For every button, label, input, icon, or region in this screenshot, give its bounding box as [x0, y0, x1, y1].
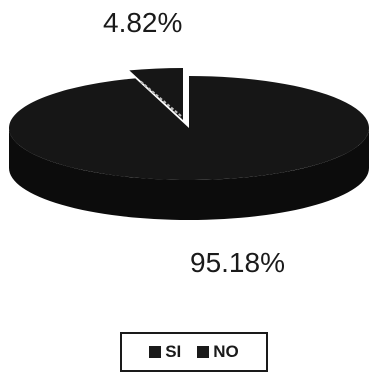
- legend-item-no: NO: [197, 342, 239, 362]
- slice-no-highlight: [138, 79, 182, 117]
- legend-swatch-si: [149, 346, 162, 358]
- slice-si: [8, 76, 369, 180]
- legend-label-si: SI: [165, 342, 182, 361]
- data-label-no: 4.82%: [103, 7, 182, 38]
- data-label-si: 95.18%: [190, 247, 285, 278]
- slice-no: [129, 68, 183, 120]
- slice-si-side: [9, 128, 369, 220]
- legend-label-no: NO: [213, 342, 239, 361]
- legend-swatch-no: [197, 346, 210, 358]
- chart-legend: SI NO: [120, 332, 268, 372]
- pie-plot-area: [8, 68, 369, 220]
- legend-item-si: SI: [149, 342, 181, 362]
